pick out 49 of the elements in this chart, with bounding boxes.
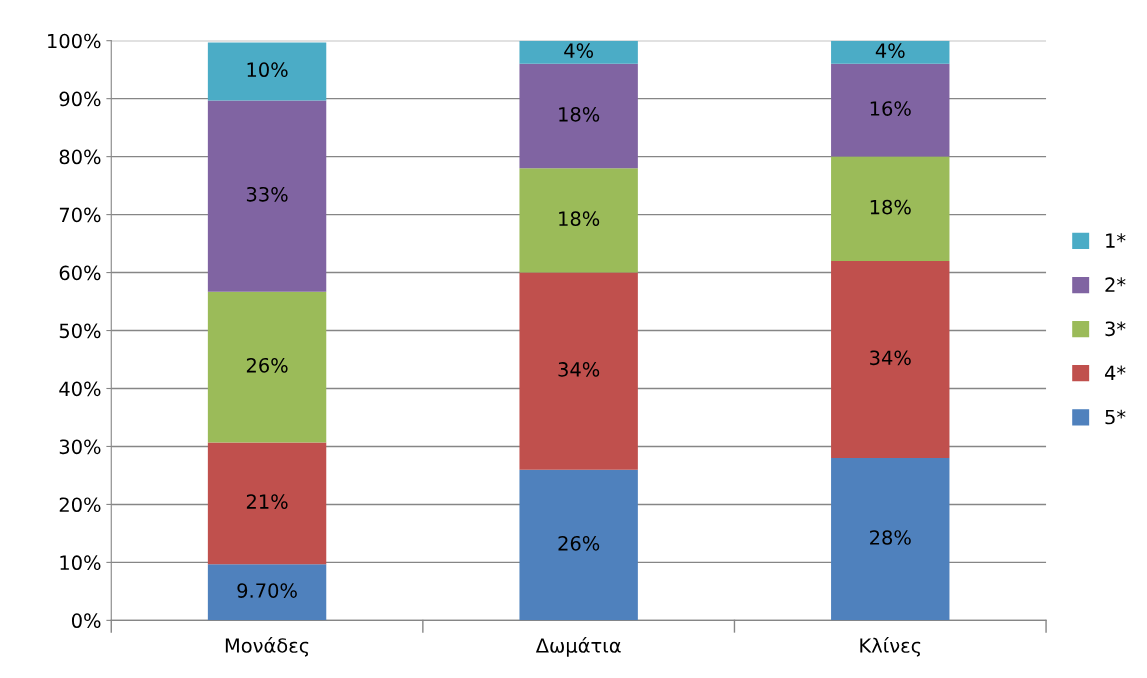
data-label: 18% xyxy=(870,199,911,215)
bar xyxy=(519,63,638,169)
y-tick-label: 10% xyxy=(60,555,101,571)
y-tick-label: 90% xyxy=(59,91,101,107)
data-label: 34% xyxy=(558,362,600,377)
y-tick-label: 40% xyxy=(59,381,101,397)
bar xyxy=(831,458,950,621)
y-tick-label: 0% xyxy=(71,613,101,629)
data-label: 18% xyxy=(559,211,600,227)
x-tick-label: Κλίνες xyxy=(860,637,921,657)
y-tick-label: 50% xyxy=(59,323,101,339)
bar xyxy=(207,564,327,621)
data-label: 21% xyxy=(246,494,288,509)
data-label: 26% xyxy=(246,357,288,373)
legend-label: 4* xyxy=(1104,365,1126,380)
bar xyxy=(831,260,950,459)
bar xyxy=(831,40,950,64)
x-tick-label: Δωμάτια xyxy=(535,637,621,657)
bar xyxy=(519,168,638,273)
y-tick-label: 100% xyxy=(48,33,101,49)
bar xyxy=(207,42,327,101)
bar xyxy=(207,442,327,565)
bar xyxy=(207,291,327,443)
y-tick-label: 20% xyxy=(59,497,101,513)
x-tick-label: Μονάδες xyxy=(225,637,309,657)
bar xyxy=(519,469,638,621)
data-label: 28% xyxy=(870,530,911,545)
data-label: 4% xyxy=(564,43,594,58)
legend-label: 2* xyxy=(1105,277,1126,292)
data-label: 9.70% xyxy=(237,583,297,598)
data-label: 18% xyxy=(559,106,600,122)
data-label: 34% xyxy=(870,350,911,366)
data-label: 33% xyxy=(246,186,288,202)
data-label: 16% xyxy=(870,101,911,116)
legend-label: 1* xyxy=(1106,233,1126,248)
legend-label: 5* xyxy=(1105,409,1126,425)
bar xyxy=(519,40,638,64)
bar xyxy=(831,63,950,157)
data-label: 10% xyxy=(247,62,288,78)
y-tick-label: 30% xyxy=(59,439,101,455)
bar xyxy=(831,156,950,261)
legend-label: 3* xyxy=(1105,321,1126,337)
data-label: 4% xyxy=(875,43,905,58)
bar xyxy=(519,272,638,470)
y-tick-label: 60% xyxy=(59,265,101,281)
bar xyxy=(207,100,327,292)
y-tick-label: 80% xyxy=(59,149,101,165)
data-label: 26% xyxy=(558,535,600,551)
y-tick-label: 70% xyxy=(59,207,101,223)
